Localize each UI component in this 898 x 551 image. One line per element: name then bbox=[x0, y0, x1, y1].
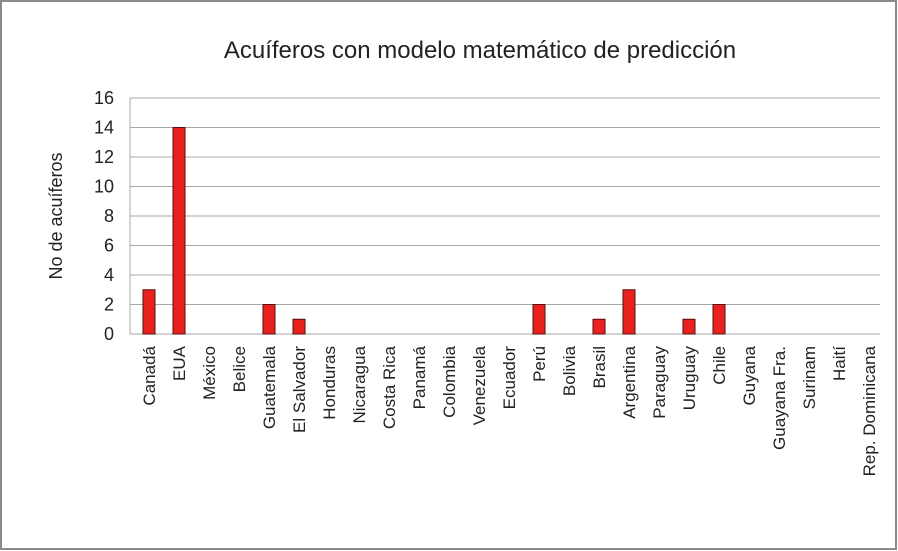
x-tick-label: Nicaragua bbox=[350, 345, 369, 423]
x-tick-label: Canadá bbox=[140, 345, 159, 405]
x-tick-label: Chile bbox=[710, 346, 729, 385]
bar bbox=[682, 318, 696, 335]
bar bbox=[592, 318, 606, 335]
y-tick-label: 10 bbox=[94, 177, 114, 197]
x-tick-label: México bbox=[200, 346, 219, 400]
x-tick-label: Bolivia bbox=[560, 345, 579, 396]
y-tick-label: 16 bbox=[94, 88, 114, 108]
x-tick-label: Brasil bbox=[590, 346, 609, 389]
x-tick-label: Perú bbox=[530, 346, 549, 382]
bar bbox=[622, 289, 636, 335]
chart-title: Acuíferos con modelo matemático de predi… bbox=[224, 37, 736, 64]
x-tick-label: EUA bbox=[170, 345, 189, 381]
bar bbox=[292, 318, 306, 335]
x-tick-label: Rep. Dominicana bbox=[860, 345, 879, 476]
y-tick-label: 4 bbox=[104, 265, 114, 285]
x-tick-label: Haití bbox=[830, 346, 849, 381]
x-tick-label: Costa Rica bbox=[380, 345, 399, 429]
y-tick-label: 0 bbox=[104, 324, 114, 344]
x-tick-label: Guayana Fra. bbox=[770, 346, 789, 450]
y-axis-title: No de acuíferos bbox=[46, 152, 66, 279]
x-tick-label: Uruguay bbox=[680, 346, 699, 411]
x-tick-label: El Salvador bbox=[290, 346, 309, 433]
x-tick-label: Ecuador bbox=[500, 346, 519, 410]
bar bbox=[712, 304, 726, 335]
y-tick-label: 2 bbox=[104, 295, 114, 315]
x-tick-label: Colombia bbox=[440, 345, 459, 417]
bar bbox=[172, 127, 186, 335]
x-tick-label: Paraguay bbox=[650, 346, 669, 419]
bar bbox=[532, 304, 546, 335]
x-tick-label: Belice bbox=[230, 346, 249, 392]
y-tick-label: 8 bbox=[104, 206, 114, 226]
x-tick-label: Venezuela bbox=[470, 345, 489, 425]
bar bbox=[262, 304, 276, 335]
x-tick-label: Argentina bbox=[620, 345, 639, 418]
x-tick-label: Guyana bbox=[740, 345, 759, 405]
x-tick-label: Surinam bbox=[800, 346, 819, 409]
x-tick-label: Honduras bbox=[320, 346, 339, 420]
y-tick-label: 12 bbox=[94, 147, 114, 167]
y-tick-label: 6 bbox=[104, 236, 114, 256]
x-tick-label: Guatemala bbox=[260, 345, 279, 429]
y-tick-label: 14 bbox=[94, 118, 114, 138]
bar bbox=[142, 289, 156, 335]
x-tick-label: Panamá bbox=[410, 345, 429, 409]
